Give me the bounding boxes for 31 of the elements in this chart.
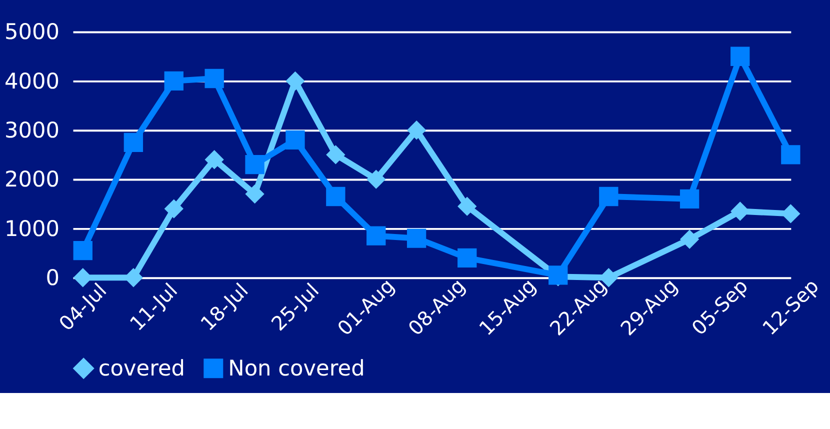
point [599, 186, 618, 206]
point [458, 196, 477, 216]
point [286, 130, 305, 150]
point [245, 184, 264, 204]
legend-label: covered [98, 356, 186, 382]
point [680, 230, 700, 249]
point [781, 145, 800, 164]
point [73, 241, 92, 260]
point [730, 46, 750, 66]
point [164, 199, 184, 218]
y-tick-label: 3000 [4, 118, 60, 144]
point [164, 71, 184, 91]
point [124, 132, 144, 152]
point [245, 154, 264, 174]
point [326, 145, 346, 164]
point [458, 248, 477, 268]
y-tick-label: 5000 [4, 20, 60, 46]
y-tick-label: 2000 [4, 168, 60, 193]
point [204, 68, 224, 88]
point [326, 186, 346, 206]
point [366, 170, 386, 189]
y-tick-label: 0 [46, 266, 60, 292]
legend-label: Non covered [228, 356, 365, 382]
point [366, 226, 386, 246]
point [406, 120, 426, 140]
point [680, 189, 700, 209]
y-tick-label: 1000 [4, 216, 60, 242]
y-tick-label: 4000 [4, 69, 60, 94]
point [286, 71, 305, 91]
point [204, 150, 224, 170]
point [406, 228, 426, 248]
